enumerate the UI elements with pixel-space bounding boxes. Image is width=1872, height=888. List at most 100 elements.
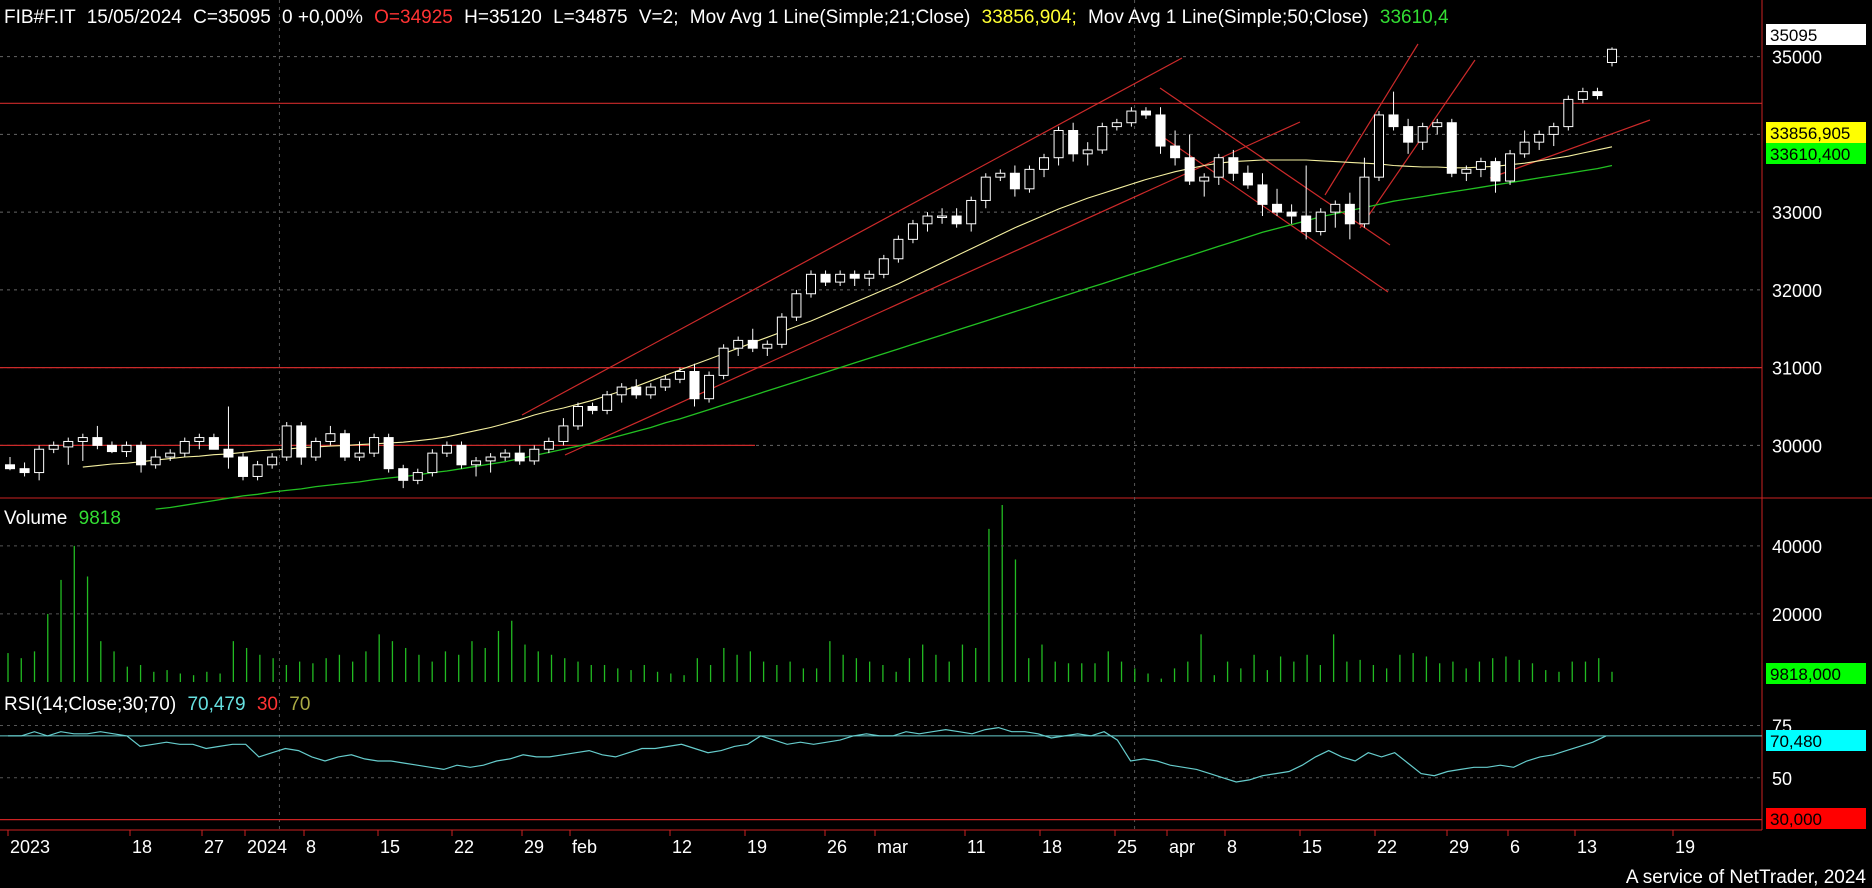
candle: [1213, 153, 1224, 185]
candle: [995, 169, 1006, 182]
volume-tick-label: 40000: [1772, 537, 1822, 557]
candle: [572, 402, 583, 430]
candle: [471, 457, 482, 477]
time-tick-label: 15: [1302, 837, 1322, 857]
time-tick-label: 15: [380, 837, 400, 857]
candle: [864, 270, 875, 286]
candle: [893, 235, 904, 263]
time-tick-label: 18: [1042, 837, 1062, 857]
trend-line-up-steep-2[interactable]: [1359, 59, 1476, 229]
candle: [179, 437, 190, 458]
candle: [398, 464, 409, 489]
candle: [63, 437, 74, 465]
candle: [1024, 165, 1035, 193]
time-tick-label: 11: [967, 837, 986, 857]
candle: [1111, 118, 1122, 131]
header-symbol: FIB#F.IT: [4, 7, 76, 28]
header-open: O=34925: [374, 7, 453, 28]
candle: [1403, 118, 1414, 154]
candle: [34, 445, 45, 481]
volume-axis-ticks: 20000 40000: [0, 537, 1822, 625]
candle: [1563, 95, 1574, 131]
candle: [1606, 47, 1618, 67]
header-ma21-label: Mov Avg 1 Line(Simple;21;Close): [690, 7, 971, 28]
rsi-title-high: 70: [289, 694, 310, 715]
price-tick-label: 32000: [1772, 281, 1822, 301]
candle: [1592, 87, 1603, 100]
candle: [208, 433, 219, 450]
candle: [19, 462, 30, 477]
candle: [704, 371, 715, 403]
header-change: 0 +0,00%: [282, 7, 363, 28]
candle: [485, 453, 496, 473]
candle: [1242, 165, 1253, 189]
candle: [1548, 122, 1559, 147]
chart-header: FIB#F.IT 15/05/2024 C=35095 0 +0,00% O=3…: [4, 7, 1449, 28]
trend-line-channel-lower[interactable]: [564, 121, 1301, 456]
time-tick-label: 12: [672, 837, 692, 857]
price-axis-ticks: 300003100032000330003400035000: [1772, 48, 1822, 457]
ma50-badge-text: 33610,400: [1770, 145, 1850, 164]
candle: [1344, 192, 1355, 240]
time-tick-label: 25: [1117, 837, 1137, 857]
trend-lines[interactable]: [521, 43, 1651, 456]
candle: [1432, 118, 1443, 135]
time-tick-label: feb: [572, 837, 597, 857]
rsi-badge-text: 70,480: [1770, 732, 1822, 751]
candle: [951, 208, 962, 228]
candle: [762, 340, 773, 356]
candle: [1097, 122, 1108, 154]
rsi-title-label: RSI(14;Close;30;70): [4, 694, 176, 715]
candle: [325, 425, 336, 446]
time-tick-label: 6: [1510, 837, 1520, 857]
candle: [1461, 165, 1472, 182]
candle: [223, 406, 234, 469]
candle: [733, 336, 744, 356]
candle: [835, 270, 846, 286]
time-tick-label: 2023: [10, 837, 50, 857]
trend-line-up-steep-1[interactable]: [1324, 43, 1419, 196]
time-tick-label: 29: [524, 837, 544, 857]
candle: [48, 441, 59, 454]
time-tick-label: mar: [877, 837, 908, 857]
price-tick-label: 33000: [1772, 203, 1822, 223]
candle: [878, 254, 889, 279]
candle: [1068, 122, 1079, 162]
candle: [1184, 134, 1195, 185]
candle: [1388, 91, 1399, 131]
candle: [674, 367, 685, 384]
candle: [354, 441, 365, 461]
candle: [238, 453, 249, 481]
candle: [383, 433, 394, 473]
candle: [4, 457, 16, 471]
time-tick-label: 22: [454, 837, 474, 857]
candle: [150, 449, 161, 469]
rsi-title-low: 30: [257, 694, 278, 715]
candle: [1199, 173, 1210, 197]
vertical-grid-lines: [278, 0, 1136, 830]
header-low: L=34875: [553, 7, 628, 28]
price-tick-label: 35000: [1772, 48, 1822, 68]
candle: [791, 289, 802, 321]
time-tick-label: 8: [306, 837, 316, 857]
candle: [1315, 208, 1326, 236]
price-tick-label: 30000: [1772, 436, 1822, 456]
candle: [121, 441, 132, 458]
trend-line-down-lower[interactable]: [1159, 134, 1389, 293]
trend-line-channel-upper[interactable]: [521, 57, 1183, 416]
time-tick-label: 13: [1577, 837, 1597, 857]
rsi-title: RSI(14;Close;30;70) 70,479 30 70: [4, 694, 310, 715]
rsi-line: [8, 726, 1607, 783]
candle: [689, 363, 700, 407]
candle: [1140, 107, 1151, 119]
volume-title: Volume 9818: [4, 508, 121, 529]
footer-credit: A service of NetTrader, 2024: [1626, 867, 1867, 888]
candle: [631, 379, 642, 399]
time-tick-label: 8: [1227, 837, 1237, 857]
candle: [1053, 126, 1064, 166]
candle: [937, 208, 948, 224]
time-axis-ticks: 2023 18 27 2024 8 15 22 29 feb 12 19 26 mar 11 18 25 apr…: [7, 830, 1695, 857]
header-ma21-value: 33856,904;: [982, 7, 1077, 28]
trend-line-up-shallow[interactable]: [1489, 119, 1651, 179]
